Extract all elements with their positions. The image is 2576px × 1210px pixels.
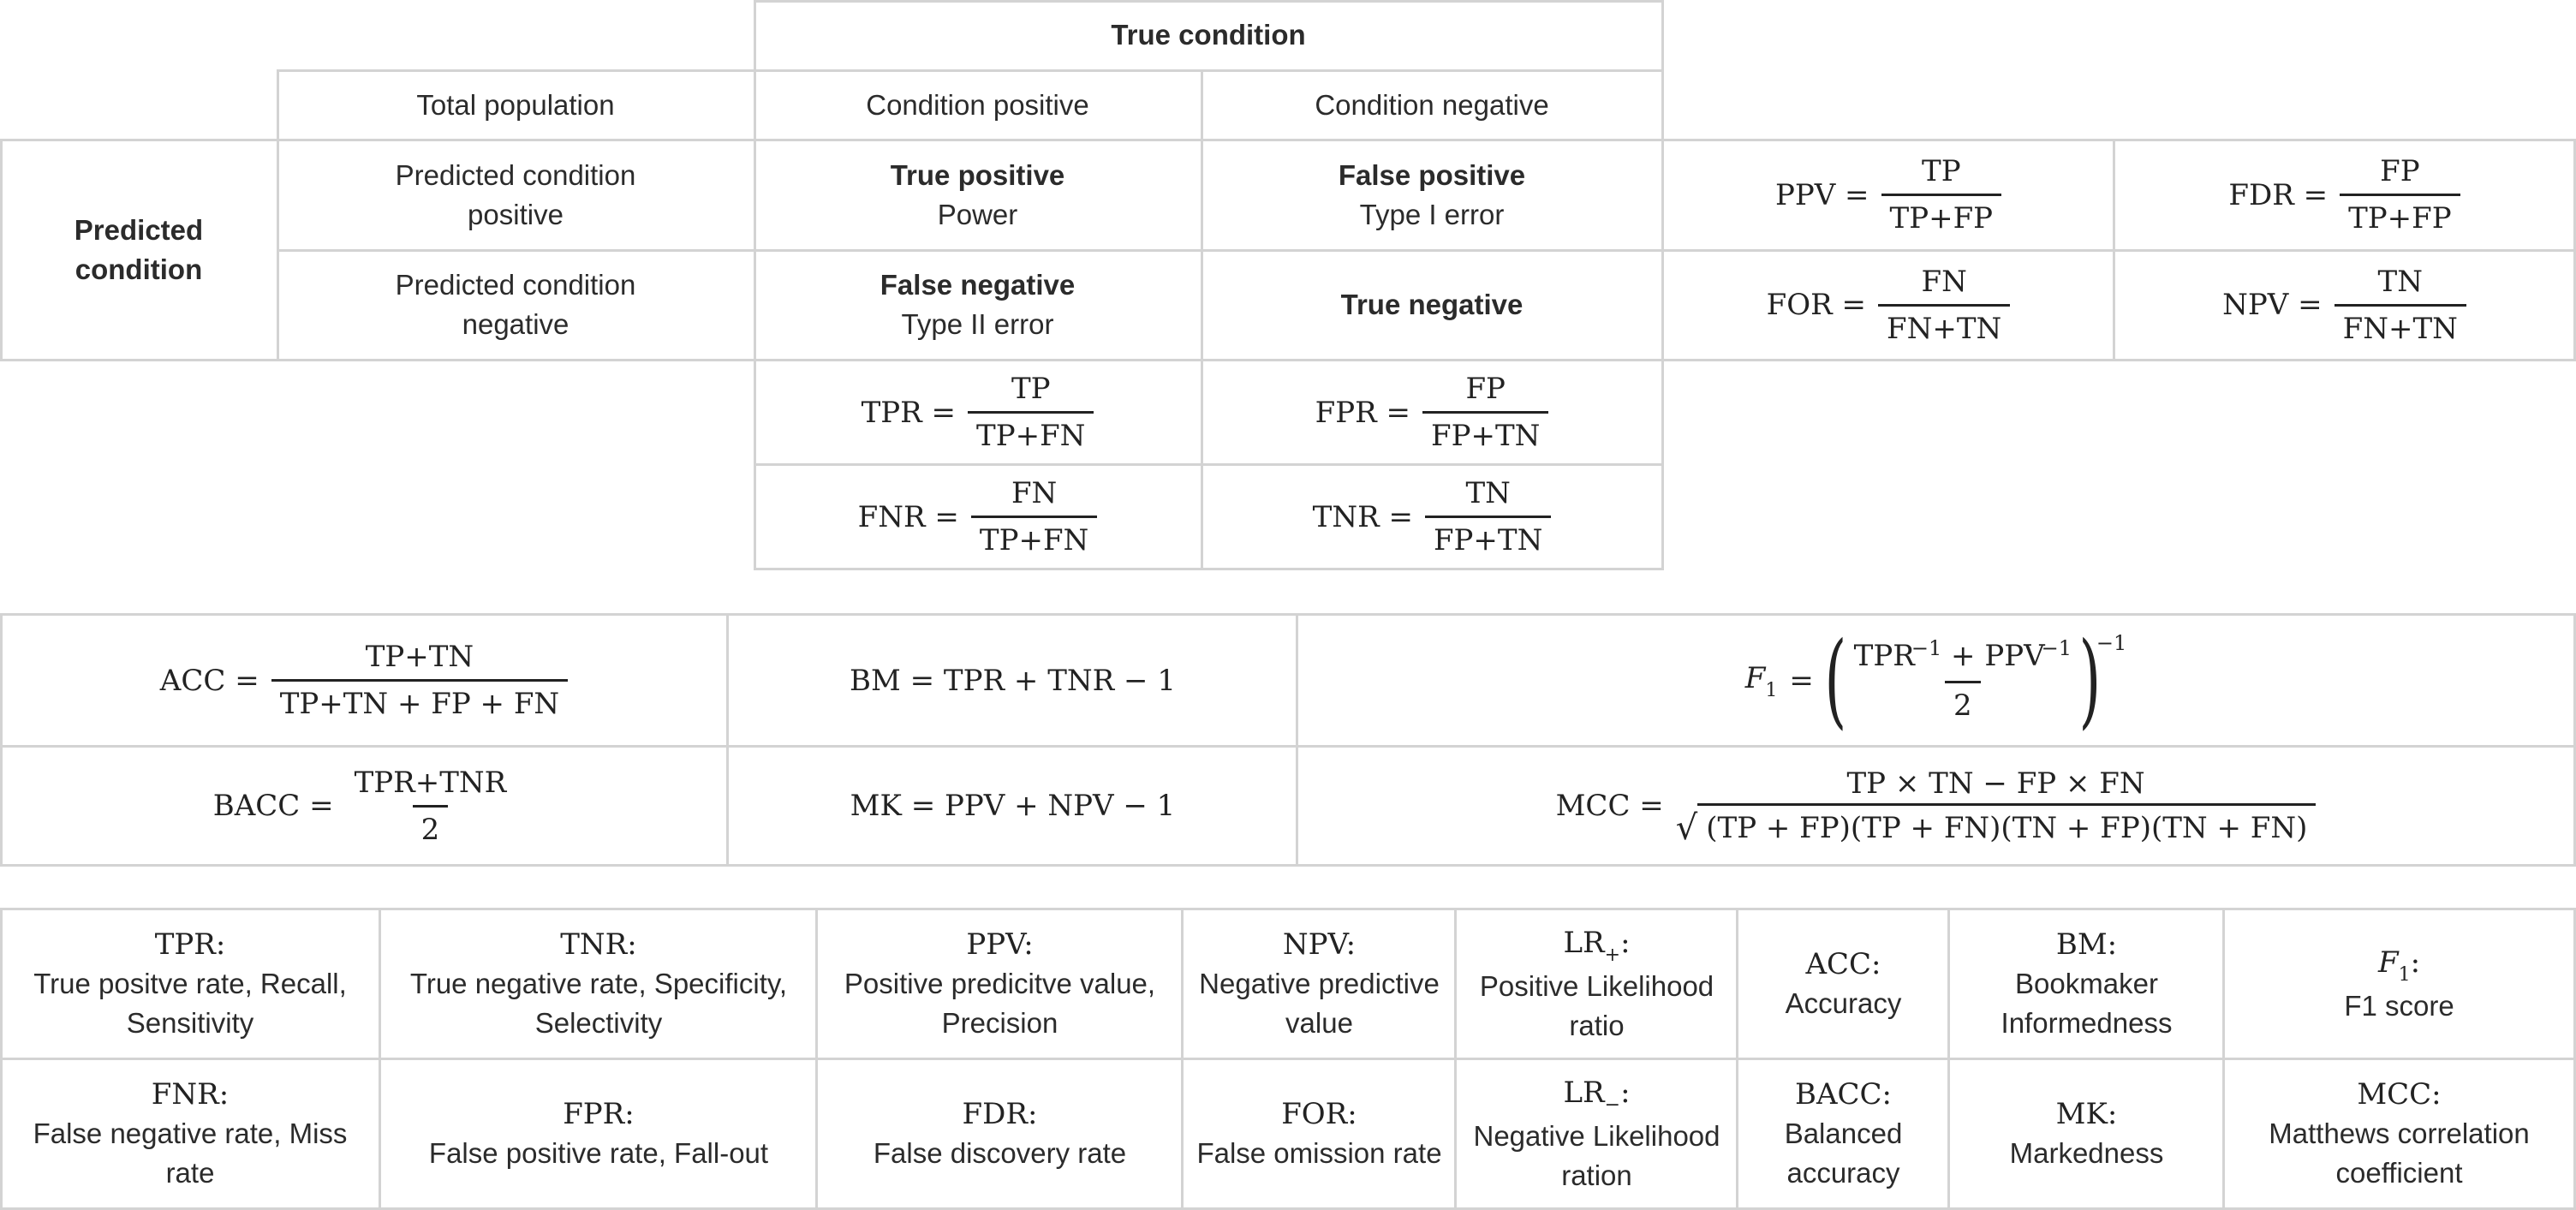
glossary-cell: TPR: True positve rate, Recall, Sensitivi… [0, 909, 380, 1058]
glossary-desc: False positive rate, Fall-out [428, 1137, 769, 1169]
f1-formula: F1 = ( TPR−1 + PPV−1 2 ) −1 [1744, 620, 2127, 740]
ppv-formula: PPV = TP TP+FP [1663, 140, 2114, 250]
glossary-cell: FOR: False omission rate [1183, 1059, 1456, 1208]
false-positive-subtitle: Type I error [1359, 198, 1505, 230]
fpr-formula: FPR = FP FP+TN [1201, 361, 1663, 464]
glossary-abbr: ACC: [1805, 947, 1881, 981]
glossary-desc: Negative predictive value [1199, 968, 1440, 1039]
glossary-abbr: PPV: [966, 927, 1034, 962]
glossary-cell: NPV: Negative predictive value [1183, 909, 1456, 1058]
true-condition-header: True condition [1111, 19, 1306, 51]
glossary-abbr: FNR: [151, 1077, 230, 1112]
glossary-cell: FNR: False negative rate, Miss rate [0, 1059, 380, 1208]
glossary-abbr: MK: [2055, 1097, 2118, 1131]
glossary-desc: False negative rate, Miss rate [33, 1118, 348, 1189]
acc-formula: ACC = TP+TN TP+TN + FP + FN [0, 615, 728, 746]
glossary-cell: FDR: False discovery rate [817, 1059, 1183, 1208]
sqrt-icon: √ [1675, 808, 1698, 848]
glossary-abbr: LR−: [1563, 1075, 1631, 1116]
glossary-desc: Positive Likelihood ratio [1479, 969, 1714, 1041]
left-paren-icon: ( [1824, 620, 1847, 740]
true-positive-title: True positive [890, 158, 1065, 191]
glossary-abbr: NPV: [1282, 927, 1357, 962]
predicted-positive-label: Predicted condition positive [395, 158, 636, 230]
glossary-cell: TNR: True negative rate, Specificity, Sel… [380, 909, 817, 1058]
tnr-formula: TNR = TN FP+TN [1201, 465, 1663, 569]
condition-negative-header: Condition negative [1315, 88, 1549, 121]
glossary-abbr: FPR: [563, 1097, 635, 1131]
glossary-cell: MK: Markedness [1949, 1059, 2224, 1208]
glossary-cell: FPR: False positive rate, Fall-out [380, 1059, 817, 1208]
glossary-cell: BM: Bookmaker Informedness [1949, 909, 2224, 1058]
glossary-cell: MCC: Matthews correlation coefficient [2224, 1059, 2574, 1208]
glossary-abbr: TPR: [154, 927, 226, 962]
false-negative-title: False negative [880, 269, 1076, 301]
right-paren-icon: ) [2078, 620, 2102, 740]
tpr-formula: TPR = TP TP+FN [754, 361, 1202, 464]
glossary-abbr: TNR: [560, 927, 637, 962]
true-positive-cell: True positive Power [754, 140, 1202, 250]
glossary-abbr: LR+: [1563, 925, 1631, 966]
total-population-header: Total population [416, 88, 615, 121]
true-positive-subtitle: Power [937, 198, 1018, 230]
glossary-desc: False omission rate [1196, 1137, 1442, 1169]
glossary-desc: F1 score [2344, 989, 2454, 1022]
glossary-abbr: FDR: [962, 1097, 1038, 1131]
glossary-cell: ACC: Accuracy [1738, 909, 1949, 1058]
glossary-desc: Negative Likelihood ration [1473, 1119, 1720, 1191]
glossary-cell: LR+: Positive Likelihood ratio [1456, 909, 1738, 1058]
for-formula: FOR = FN FN+TN [1663, 250, 2114, 360]
glossary-abbr: BM: [2055, 927, 2118, 962]
mcc-formula: MCC = TP × TN − FP × FN √ (TP + FP)(TP +… [1297, 747, 2574, 865]
glossary-desc: Markedness [2009, 1137, 2164, 1169]
npv-formula: NPV = TN FN+TN [2114, 250, 2574, 360]
glossary-cell: LR−: Negative Likelihood ration [1456, 1059, 1738, 1208]
glossary-desc: Matthews correlation coefficient [2269, 1118, 2530, 1189]
glossary-abbr: F1: [2377, 945, 2421, 986]
glossary-desc: Balanced accuracy [1784, 1118, 1903, 1189]
glossary-abbr: FOR: [1281, 1097, 1357, 1131]
bm-formula: BM = TPR + TNR − 1 [850, 663, 1176, 698]
condition-positive-header: Condition positive [866, 88, 1089, 121]
glossary-desc: Accuracy [1785, 987, 1902, 1019]
glossary-desc: Bookmaker Informedness [2001, 968, 2173, 1039]
glossary-desc: True positve rate, Recall, Sensitivity [33, 968, 347, 1039]
fnr-formula: FNR = FN TP+FN [754, 465, 1202, 569]
false-positive-title: False positive [1338, 158, 1526, 191]
predicted-condition-header: Predicted condition [74, 214, 204, 285]
true-negative-cell: True negative [1340, 289, 1524, 320]
glossary-desc: Positive predicitve value, Precision [844, 968, 1156, 1039]
glossary-cell: BACC: Balanced accuracy [1738, 1059, 1949, 1208]
glossary-abbr: MCC: [2357, 1077, 2442, 1112]
glossary-abbr: BACC: [1794, 1077, 1893, 1112]
bacc-formula: BACC = TPR+TNR 2 [212, 765, 507, 847]
glossary-desc: True negative rate, Specificity, Selecti… [409, 968, 788, 1039]
fdr-formula: FDR = FP TP+FP [2114, 140, 2574, 250]
glossary-desc: False discovery rate [873, 1137, 1127, 1169]
false-negative-subtitle: Type II error [901, 308, 1054, 340]
glossary-cell: PPV: Positive predicitve value, Precision [817, 909, 1183, 1058]
predicted-negative-label: Predicted condition negative [395, 269, 636, 340]
glossary-cell: F1: F1 score [2224, 909, 2574, 1058]
mk-formula: MK = PPV + NPV − 1 [850, 789, 1176, 823]
false-positive-cell: False positive Type I error [1201, 140, 1663, 250]
false-negative-cell: False negative Type II error [754, 250, 1202, 360]
